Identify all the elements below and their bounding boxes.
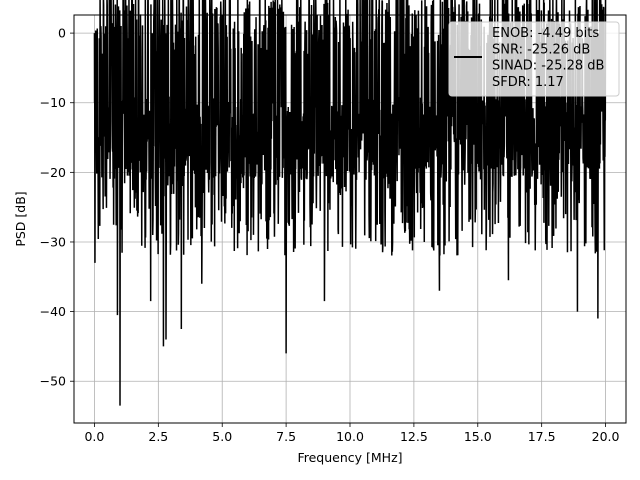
x-tick-label: 5.0: [212, 429, 232, 444]
x-tick-label: 7.5: [276, 429, 296, 444]
y-tick-label: 0: [58, 26, 66, 41]
psd-line: [93, 0, 607, 406]
psd-series: [93, 0, 607, 406]
x-tick-label: 2.5: [148, 429, 168, 444]
legend-entry-label: ENOB: -4.49 bits: [492, 26, 599, 41]
x-tick-label: 20.0: [592, 429, 620, 444]
legend-box: [448, 21, 620, 97]
legend-entry-label: SFDR: 1.17: [492, 75, 564, 90]
y-axis-ticks: 0 −10 −20 −30 −40 −50: [40, 26, 74, 389]
x-axis-ticks: 0.0 2.5 5.0 7.5 10.0 12.5 15.0 17.5 20.0: [84, 423, 620, 444]
y-tick-label: −20: [40, 165, 66, 180]
x-tick-label: 10.0: [336, 429, 364, 444]
x-tick-label: 0.0: [84, 429, 104, 444]
y-tick-label: −30: [40, 234, 66, 249]
legend-entry-label: SINAD: -25.28 dB: [492, 59, 604, 74]
y-tick-label: −50: [40, 374, 66, 389]
legend-entry-label: SNR: -25.26 dB: [492, 42, 590, 57]
x-tick-label: 17.5: [528, 429, 556, 444]
y-axis-label: PSD [dB]: [13, 191, 28, 246]
y-tick-label: −40: [40, 304, 66, 319]
y-tick-label: −10: [40, 95, 66, 110]
x-axis-label: Frequency [MHz]: [297, 450, 402, 465]
x-tick-label: 15.0: [464, 429, 492, 444]
x-tick-label: 12.5: [400, 429, 428, 444]
